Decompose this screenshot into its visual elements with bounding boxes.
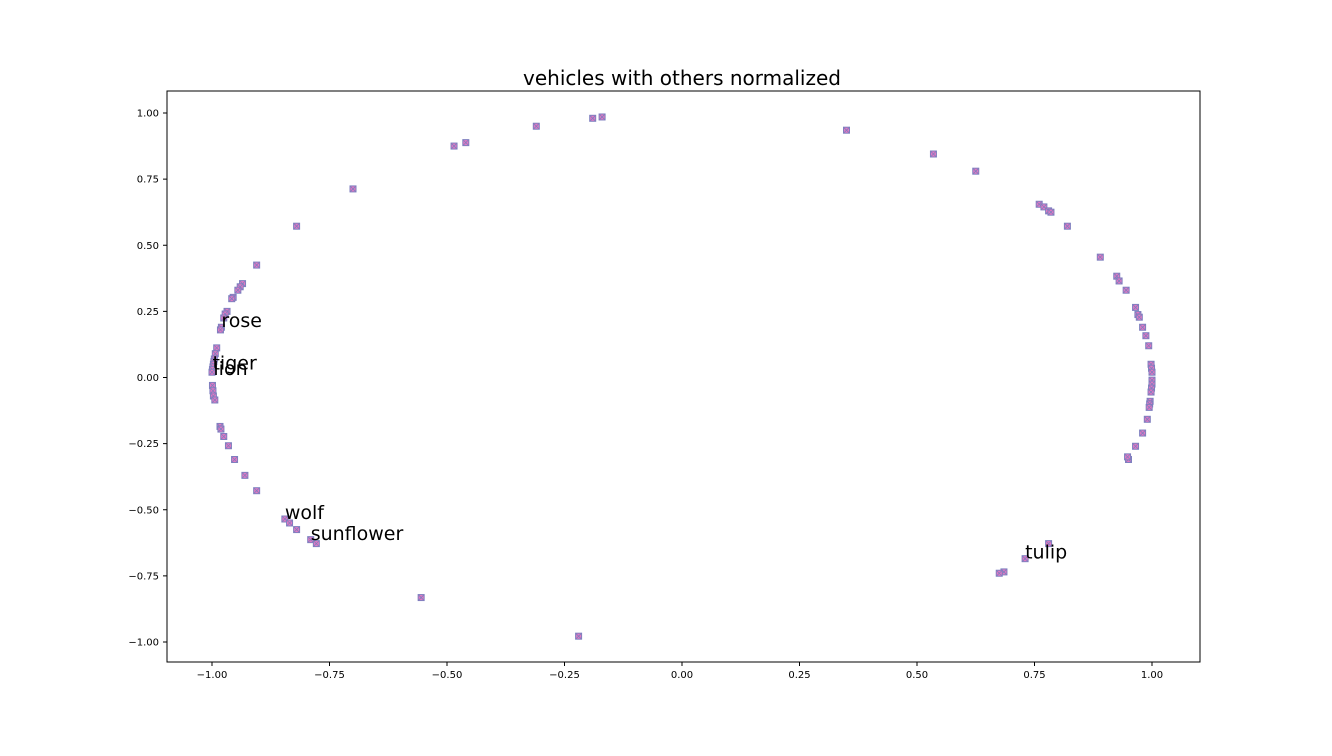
point-annotation: sunflower [311,523,404,545]
chart-title: vehicles with others normalized [523,66,841,90]
data-point [598,113,606,121]
data-point [1139,323,1147,331]
y-tick-label: −0.75 [128,571,159,582]
data-point [1143,415,1151,423]
data-point [1148,368,1156,376]
data-point [1096,253,1104,261]
data-point [450,142,458,150]
x-tick-label: 1.00 [1141,670,1163,681]
data-point [929,150,937,158]
data-point [231,455,239,463]
data-point [1132,442,1140,450]
data-point [208,368,216,376]
x-tick-label: 0.50 [906,670,928,681]
x-tick-label: 0.25 [788,670,810,681]
data-point [1135,313,1143,321]
data-point [216,326,224,334]
data-point [1047,208,1055,216]
y-axis: −1.00 −0.75 −0.50 −0.25 0.00 0.25 0.50 0.75 1.00 [128,109,167,649]
data-point [349,185,357,193]
data-point [234,286,242,294]
plot-frame [166,90,1201,663]
data-point [253,261,261,269]
data-point [312,540,320,548]
data-point [1115,277,1123,285]
data-point [843,126,850,134]
data-point [1145,342,1153,350]
point-annotation: wolf [285,502,325,524]
x-tick-label: −0.75 [314,670,345,681]
data-point [462,139,470,147]
data-point [575,632,583,640]
data-point [286,519,294,527]
data-point [228,295,236,303]
y-tick-label: −1.00 [128,638,159,649]
y-tick-label: −0.25 [128,439,159,450]
x-tick-label: −0.50 [432,670,463,681]
data-point [220,432,228,440]
x-tick-label: −0.25 [549,670,580,681]
data-point [217,425,225,433]
x-axis: −1.00 −0.75 −0.50 −0.25 0.00 0.25 0.50 0.75 1.00 [197,662,1163,681]
y-tick-label: 0.75 [137,175,159,186]
data-point [1147,388,1155,396]
point-annotation: rose [221,310,262,332]
data-point [1063,222,1071,230]
x-tick-label: −1.00 [197,670,228,681]
data-point [224,442,232,450]
data-point [995,569,1003,577]
data-point [307,536,315,544]
data-point [589,114,597,122]
y-tick-label: 0.00 [137,373,159,384]
point-annotation: tiger [212,353,256,375]
point-annotation: tulip [1025,542,1067,564]
data-point [1142,332,1150,340]
data-point [972,167,980,175]
data-point [293,222,301,230]
data-point [220,314,228,322]
point-annotation: lion [213,358,247,380]
y-tick-label: −0.50 [128,505,159,516]
x-tick-label: 0.00 [671,670,693,681]
data-point [293,526,301,534]
y-tick-label: 1.00 [137,109,159,120]
data-point [1132,303,1140,311]
y-tick-label: 0.50 [137,241,159,252]
data-point [532,122,540,130]
data-point [213,344,221,352]
data-point [1145,403,1153,411]
y-tick-label: 0.25 [137,307,159,318]
data-point [417,594,425,602]
x-tick-label: 0.75 [1023,670,1045,681]
data-point [1045,540,1053,548]
data-point [1122,286,1130,294]
data-point [1021,555,1029,563]
data-point [253,487,261,495]
data-point [1139,429,1147,437]
data-point [211,396,219,404]
data-point [1124,453,1132,461]
data-points [208,113,1156,640]
data-point [241,471,249,479]
